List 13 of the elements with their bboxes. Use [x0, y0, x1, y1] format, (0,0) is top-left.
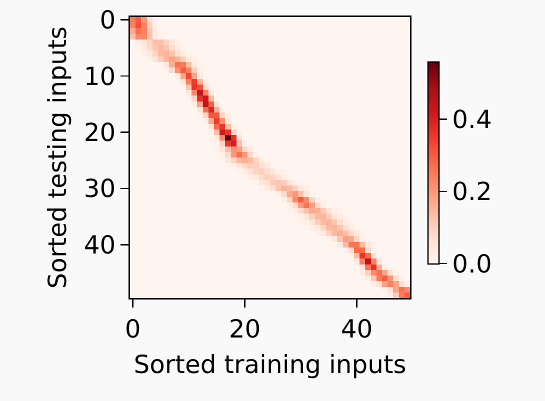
x-tick-label: 40	[340, 314, 373, 344]
color-bar-label: 0.0	[452, 249, 492, 278]
x-axis-title: Sorted training inputs	[134, 350, 406, 380]
y-tick-label: 30	[84, 174, 116, 204]
y-axis-title: Sorted testing inputs	[42, 26, 72, 289]
x-tick-label: 0	[124, 314, 141, 344]
color-bar-label: 0.2	[452, 177, 492, 206]
x-tick-label: 20	[228, 314, 261, 344]
y-tick-label: 0	[100, 6, 116, 35]
y-tick-label: 10	[84, 62, 116, 91]
color-bar-label: 0.4	[452, 105, 492, 134]
y-tick-label: 20	[84, 118, 116, 147]
y-tick-label: 40	[84, 230, 116, 260]
